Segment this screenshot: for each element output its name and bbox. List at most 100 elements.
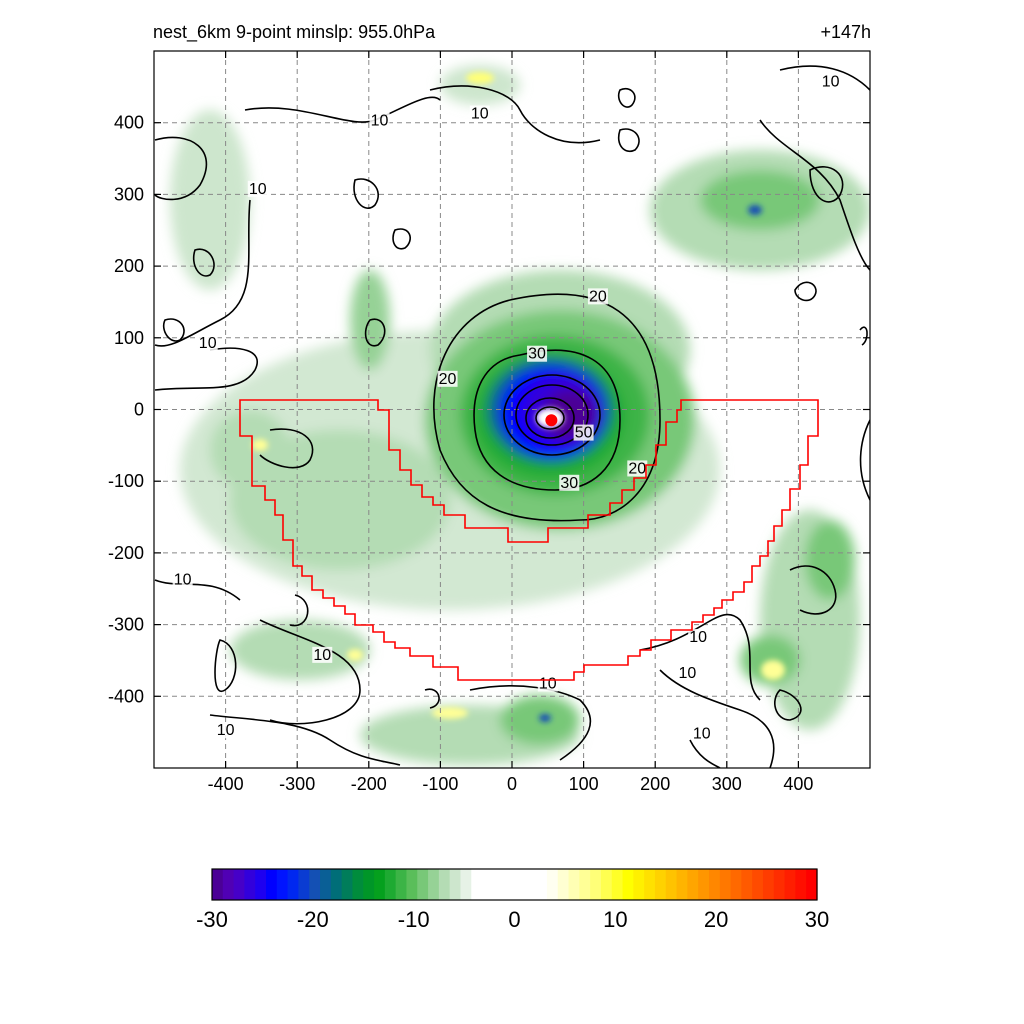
plot-title: nest_6km 9-point minslp: 955.0hPa: [153, 22, 436, 42]
contour-label: 20: [589, 288, 607, 305]
contour-label: 10: [371, 113, 389, 130]
y-tick-label: -200: [108, 543, 144, 563]
colorbar-swatch: [233, 869, 246, 900]
contour-label: 10: [693, 726, 711, 743]
contour-label-bg: [559, 474, 580, 491]
colorbar-swatch: [698, 869, 710, 900]
colorbar-swatch: [762, 869, 775, 900]
colorbar-swatch: [460, 869, 472, 900]
x-tick-label: 400: [783, 774, 813, 794]
contour-label: 20: [628, 460, 646, 477]
contour-label-bg: [677, 664, 698, 681]
contour-label-bg: [469, 105, 490, 122]
colorbar-swatch: [449, 869, 462, 900]
y-tick-label: -400: [108, 686, 144, 706]
colorbar-tick-label: 0: [508, 907, 520, 932]
contour-label: 10: [822, 73, 840, 90]
contour-label-bg: [197, 334, 218, 351]
colorbar-swatch: [471, 869, 483, 900]
y-tick-label: -100: [108, 471, 144, 491]
contour-label-bg: [172, 571, 193, 588]
colorbar-swatch: [590, 869, 602, 900]
colorbar-swatch: [287, 869, 300, 900]
grid-lines: [154, 51, 870, 768]
contour-label: 10: [249, 181, 267, 198]
colorbar-swatch: [266, 869, 278, 900]
colorbar-swatch: [708, 869, 721, 900]
colorbar-swatch: [255, 869, 267, 900]
colorbar-swatch: [536, 869, 548, 900]
colorbar-swatch: [384, 869, 397, 900]
y-tick-label: 0: [134, 400, 144, 420]
colorbar-swatch: [741, 869, 753, 900]
colorbar-swatch: [665, 869, 678, 900]
y-tick-label: 200: [114, 256, 144, 276]
contour-label-bg: [587, 288, 608, 305]
x-tick-label: -300: [279, 774, 315, 794]
colorbar-swatch: [784, 869, 796, 900]
colorbar-swatch: [600, 869, 613, 900]
colorbar-swatch: [330, 869, 343, 900]
colorbar-frame: [211, 868, 818, 901]
colorbar-swatch: [568, 869, 580, 900]
contour-label-bg: [820, 73, 841, 90]
colorbar-swatch: [730, 869, 742, 900]
contour-label-bg: [312, 646, 333, 663]
contour-label: 10: [313, 647, 331, 664]
contour-label: 50: [575, 425, 593, 442]
contour-label-bg: [369, 112, 390, 129]
x-axis-tick-labels: -400 -300 -200 -100 0 100 200 300 400: [208, 774, 814, 794]
colorbar-swatch: [298, 869, 310, 900]
x-tick-label: -400: [208, 774, 244, 794]
colorbar-tick-label: -10: [398, 907, 430, 932]
contour-label: 10: [174, 572, 192, 589]
colorbar-swatch: [795, 869, 807, 900]
contour-label: 10: [689, 629, 707, 646]
colorbar-swatch: [222, 869, 235, 900]
colorbar-tick-labels: -30 -20 -10 0 10 20 30: [196, 907, 829, 932]
colorbar-swatch: [644, 869, 656, 900]
contour-label: 30: [560, 475, 578, 492]
colorbar-swatch: [514, 869, 526, 900]
colorbar-swatch: [773, 869, 786, 900]
contour-label-bg: [627, 460, 648, 477]
contour-label-bg: [573, 424, 594, 441]
contour-label-bg: [437, 370, 458, 387]
y-axis-tick-labels: 400 300 200 100 0 -100 -200 -300 -400: [108, 113, 144, 707]
storm-center-marker: [545, 414, 558, 427]
contour-label: 10: [217, 722, 235, 739]
colorbar-swatch: [212, 869, 224, 900]
colorbar-swatch: [363, 869, 375, 900]
colorbar-swatch: [654, 869, 667, 900]
contour-labels: 10 10 10 10 10 20 20 20 30 30 50 10 10 10 10 10 10 10: [172, 73, 841, 743]
colorbar-swatch: [806, 869, 818, 900]
contour-label: 10: [199, 335, 217, 352]
colorbar-swatch: [676, 869, 688, 900]
y-tick-label: 400: [114, 113, 144, 133]
axis-ticks: [154, 51, 870, 768]
colorbar-swatch: [557, 869, 570, 900]
colorbar-tick-label: 30: [805, 907, 829, 932]
colorbar-swatch: [687, 869, 699, 900]
contour-lines: [154, 65, 870, 768]
colorbar-swatch: [309, 869, 321, 900]
colorbar: [212, 869, 818, 900]
x-tick-label: -200: [351, 774, 387, 794]
colorbar-swatch: [417, 869, 429, 900]
y-tick-label: 300: [114, 184, 144, 204]
contour-label: 30: [528, 346, 546, 363]
colorbar-swatch: [320, 869, 332, 900]
contour-label-bg: [691, 725, 712, 742]
colorbar-swatch: [374, 869, 386, 900]
colorbar-swatch: [633, 869, 645, 900]
colorbar-tick-label: -20: [297, 907, 329, 932]
contour-label-bg: [688, 628, 709, 645]
y-tick-label: -300: [108, 615, 144, 635]
x-tick-label: 0: [507, 774, 517, 794]
colorbar-tick-label: 10: [603, 907, 627, 932]
colorbar-swatch: [482, 869, 494, 900]
colorbar-swatch: [276, 869, 289, 900]
colorbar-swatch: [406, 869, 418, 900]
colorbar-swatch: [525, 869, 537, 900]
